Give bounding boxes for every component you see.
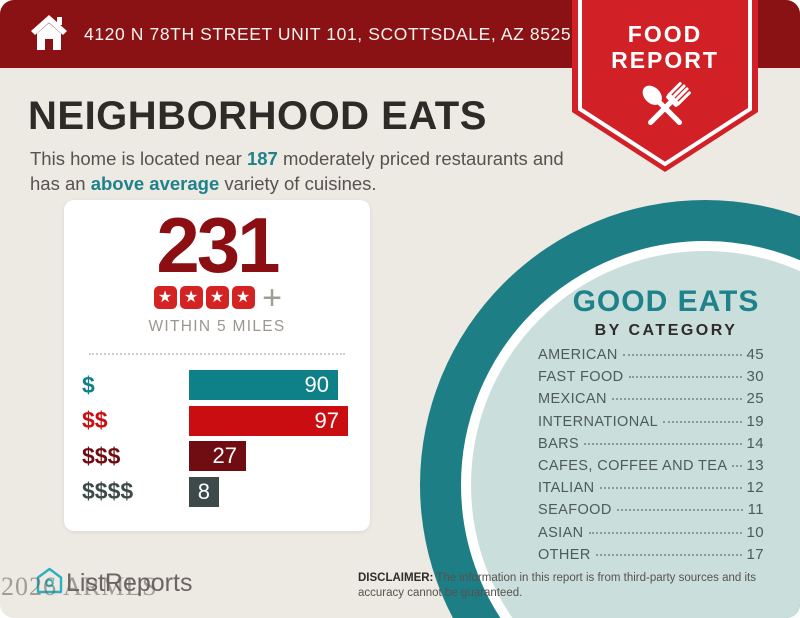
food-report-badge: FOOD REPORT bbox=[572, 0, 758, 172]
disclaimer-body: The information in this report is from t… bbox=[358, 572, 756, 599]
category-value: 25 bbox=[746, 390, 764, 408]
category-label: CAFES, COFFEE AND TEA bbox=[538, 457, 728, 474]
category-value: 17 bbox=[746, 545, 764, 563]
category-label: OTHER bbox=[538, 546, 591, 563]
bar-row: $90 bbox=[82, 370, 370, 400]
price-level-label: $$$$ bbox=[82, 478, 134, 504]
listreports-logo: ListReports bbox=[36, 567, 192, 599]
dotted-leader bbox=[628, 376, 742, 379]
plus-sign: + bbox=[262, 278, 282, 317]
disclaimer-label: DISCLAIMER: bbox=[358, 572, 434, 584]
category-label: SEAFOOD bbox=[538, 502, 612, 519]
category-row: OTHER 17 bbox=[538, 547, 764, 563]
category-row: BARS 14 bbox=[538, 436, 764, 452]
property-address: 4120 N 78TH STREET UNIT 101, SCOTTSDALE,… bbox=[84, 23, 582, 44]
category-value: 30 bbox=[746, 368, 764, 386]
stars-row: ★ ★ ★ ★ + bbox=[64, 278, 370, 317]
bar-fill: 90 bbox=[189, 370, 338, 400]
price-level-label: $$$ bbox=[82, 442, 121, 469]
radius-label: WITHIN 5 MILES bbox=[148, 318, 286, 335]
bar-fill: 27 bbox=[189, 441, 246, 471]
category-value: 45 bbox=[746, 346, 764, 363]
dotted-leader bbox=[732, 464, 742, 467]
star-icon: ★ bbox=[153, 286, 177, 309]
dotted-leader bbox=[622, 354, 742, 356]
rating-stars: ★ ★ ★ ★ bbox=[152, 286, 256, 309]
intro-text-post: variety of cuisines. bbox=[219, 173, 377, 194]
category-value: 10 bbox=[746, 523, 764, 541]
bar-fill: 97 bbox=[189, 405, 348, 436]
category-label: FAST FOOD bbox=[538, 369, 624, 386]
star-icon: ★ bbox=[179, 286, 203, 309]
dotted-leader bbox=[611, 398, 742, 401]
category-row: CAFES, COFFEE AND TEA 13 bbox=[538, 458, 764, 474]
category-row: SEAFOOD 11 bbox=[538, 502, 764, 518]
dotted-leader bbox=[663, 420, 742, 423]
category-panel-title: GOOD EATS bbox=[572, 285, 760, 318]
category-value: 13 bbox=[746, 456, 764, 474]
restaurant-total-count: 231 bbox=[156, 201, 280, 289]
category-row: FAST FOOD 30 bbox=[538, 369, 764, 385]
badge-line1: FOOD bbox=[628, 21, 702, 47]
dotted-leader bbox=[584, 442, 742, 445]
badge-line2: REPORT bbox=[611, 47, 719, 73]
armls-watermark: 2026 ARMLS bbox=[1, 572, 158, 601]
intro-text: This home is located near 187 moderately… bbox=[30, 146, 590, 196]
disclaimer-text: DISCLAIMER: The information in this repo… bbox=[358, 571, 770, 600]
category-label: BARS bbox=[538, 435, 580, 452]
spoon-fork-icon bbox=[642, 82, 691, 126]
category-value: 19 bbox=[746, 412, 764, 430]
category-row: ASIAN 10 bbox=[538, 525, 764, 541]
home-icon bbox=[28, 12, 70, 57]
variety-highlight: above average bbox=[90, 173, 220, 194]
listreports-logo-text: ListReports bbox=[66, 568, 193, 597]
category-row: ITALIAN 12 bbox=[538, 480, 764, 496]
category-row: MEXICAN 25 bbox=[538, 391, 764, 407]
dotted-leader bbox=[599, 487, 742, 490]
dotted-leader bbox=[595, 553, 742, 556]
price-level-label: $$ bbox=[82, 407, 108, 433]
category-value: 11 bbox=[747, 501, 764, 519]
category-list: AMERICAN 45 FAST FOOD 30 MEXICAN 25 INTERNATIO… bbox=[538, 347, 764, 569]
category-label: INTERNATIONAL bbox=[538, 413, 659, 430]
restaurant-count-highlight: 187 bbox=[246, 148, 278, 169]
dotted-divider bbox=[89, 353, 345, 355]
dotted-leader bbox=[616, 509, 743, 512]
category-label: ASIAN bbox=[538, 524, 584, 541]
summary-card: 231 ★ ★ ★ ★ + WITHIN 5 MILES $90 $$ 97 $$$ 27 $$… bbox=[64, 200, 370, 531]
category-value: 14 bbox=[746, 434, 764, 452]
category-label: MEXICAN bbox=[538, 391, 607, 408]
category-row: AMERICAN 45 bbox=[538, 347, 764, 363]
bar-row: $$$$ 8 bbox=[82, 476, 370, 507]
bar-row: $$$ 27 bbox=[82, 441, 370, 471]
category-panel-subtitle: BY CATEGORY bbox=[594, 322, 738, 339]
intro-text-mid: moderately priced restaurants and has an bbox=[30, 148, 564, 194]
listreports-house-icon bbox=[36, 567, 63, 599]
price-level-label: $ bbox=[82, 371, 95, 398]
star-icon: ★ bbox=[205, 286, 229, 309]
bar-fill: 8 bbox=[189, 476, 219, 507]
category-label: ITALIAN bbox=[538, 480, 595, 497]
category-value: 12 bbox=[746, 479, 764, 497]
price-level-bar-chart: $90 $$ 97 $$$ 27 $$$$ 8 bbox=[64, 370, 370, 507]
bar-row: $$ 97 bbox=[82, 405, 370, 436]
category-row: INTERNATIONAL 19 bbox=[538, 414, 764, 430]
dotted-leader bbox=[588, 531, 742, 534]
category-label: AMERICAN bbox=[538, 347, 618, 363]
category-panel-header: GOOD EATS BY CATEGORY bbox=[536, 285, 796, 340]
intro-text-pre: This home is located near bbox=[30, 148, 247, 169]
page-title: NEIGHBORHOOD EATS bbox=[28, 94, 487, 138]
star-icon: ★ bbox=[231, 286, 255, 309]
